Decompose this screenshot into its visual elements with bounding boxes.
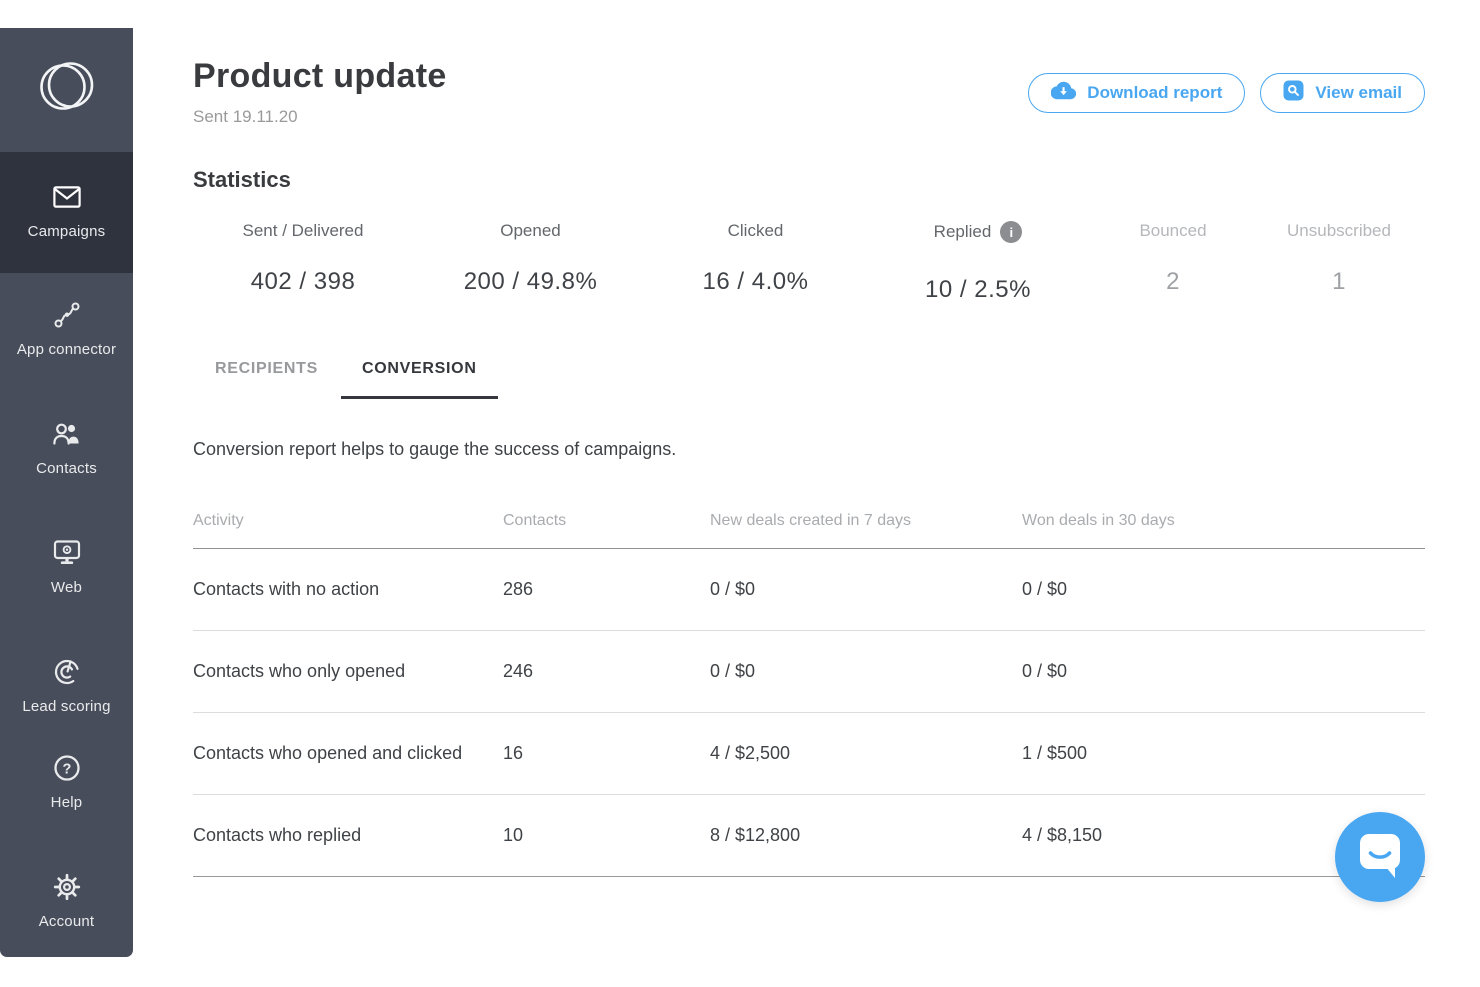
cell-activity: Contacts who replied	[193, 824, 362, 845]
table-header-row: Activity Contacts New deals created in 7…	[193, 506, 1425, 549]
stat-sent-delivered: Sent / Delivered 402 / 398	[193, 221, 413, 304]
sent-date: Sent 19.11.20	[193, 107, 298, 126]
monitor-eye-icon	[53, 539, 81, 566]
column-header-new-deals: New deals created in 7 days	[710, 512, 911, 529]
stat-label: Bounced	[1139, 221, 1207, 240]
cell-won-deals: 4 / $8,150	[1022, 824, 1103, 845]
stat-opened: Opened 200 / 49.8%	[413, 221, 648, 304]
stat-value: 10 / 2.5%	[925, 276, 1031, 303]
stat-value: 2	[1166, 268, 1180, 295]
statistics-row: Sent / Delivered 402 / 398 Opened 200 / …	[193, 221, 1425, 304]
title-block: Product update Sent 19.11.20	[193, 57, 447, 127]
sidebar-item-label: Help	[50, 794, 83, 811]
cell-activity: Contacts who opened and clicked	[193, 742, 463, 763]
stat-value: 1	[1332, 268, 1346, 295]
sidebar-item-campaigns[interactable]: Campaigns	[0, 152, 133, 273]
svg-text:?: ?	[62, 761, 71, 777]
question-circle-icon: ?	[53, 754, 81, 781]
sidebar: Campaigns App connector Contacts	[0, 28, 133, 957]
stat-label: Unsubscribed	[1287, 221, 1391, 240]
stat-value: 200 / 49.8%	[463, 268, 598, 295]
magnifier-square-icon	[1283, 80, 1304, 106]
header-buttons: Download report View email	[1028, 73, 1425, 113]
cell-won-deals: 0 / $0	[1022, 660, 1068, 681]
stat-replied: Replied 10 / 2.5%	[863, 221, 1093, 304]
stat-bounced: Bounced 2	[1093, 221, 1253, 304]
stat-label: Replied	[933, 222, 992, 241]
download-report-button[interactable]: Download report	[1028, 73, 1246, 113]
chat-launcher-button[interactable]	[1335, 812, 1425, 902]
column-header-contacts: Contacts	[503, 512, 567, 529]
page-header: Product update Sent 19.11.20 Download re…	[193, 57, 1425, 127]
sidebar-item-label: App connector	[16, 341, 117, 358]
view-email-label: View email	[1315, 83, 1402, 102]
main-content: Product update Sent 19.11.20 Download re…	[133, 0, 1480, 987]
stat-clicked: Clicked 16 / 4.0%	[648, 221, 863, 304]
gear-icon	[53, 873, 81, 900]
stat-label: Clicked	[727, 221, 784, 240]
column-header-won-deals: Won deals in 30 days	[1022, 512, 1175, 529]
sidebar-item-label: Lead scoring	[22, 698, 111, 715]
column-header-activity: Activity	[193, 512, 244, 529]
table-row: Contacts who opened and clicked 16 4 / $…	[193, 713, 1425, 795]
table-row: Contacts who only opened 246 0 / $0 0 / …	[193, 631, 1425, 713]
cell-contacts: 10	[503, 824, 524, 845]
sidebar-item-contacts[interactable]: Contacts	[0, 420, 133, 477]
sidebar-item-web[interactable]: Web	[0, 539, 133, 596]
sidebar-item-label: Account	[38, 913, 95, 930]
cell-activity: Contacts who only opened	[193, 660, 406, 681]
info-icon[interactable]	[1000, 221, 1023, 243]
table-row: Contacts who replied 10 8 / $12,800 4 / …	[193, 795, 1425, 877]
stat-label: Opened	[500, 221, 561, 240]
download-report-label: Download report	[1087, 83, 1223, 102]
report-tabs: RECIPIENTS CONVERSION	[193, 360, 1425, 399]
cell-contacts: 246	[503, 660, 534, 681]
sidebar-item-label: Web	[50, 579, 83, 596]
table-row: Contacts with no action 286 0 / $0 0 / $…	[193, 549, 1425, 631]
sidebar-item-label: Campaigns	[27, 223, 106, 240]
sidebar-item-app-connector[interactable]: App connector	[0, 301, 133, 358]
gauge-spiral-icon	[53, 658, 81, 685]
page-title: Product update	[193, 57, 447, 95]
stat-value: 16 / 4.0%	[702, 268, 809, 295]
people-icon	[52, 420, 81, 447]
sidebar-item-label: Contacts	[36, 460, 97, 477]
stat-unsubscribed: Unsubscribed 1	[1253, 221, 1425, 304]
stat-label: Sent / Delivered	[242, 221, 364, 240]
cell-new-deals: 0 / $0	[710, 578, 756, 599]
tab-recipients[interactable]: RECIPIENTS	[215, 360, 319, 377]
cell-won-deals: 0 / $0	[1022, 578, 1068, 599]
cell-won-deals: 1 / $500	[1022, 742, 1088, 763]
cell-contacts: 16	[503, 742, 524, 763]
statistics-heading: Statistics	[193, 167, 291, 192]
messenger-icon	[1357, 831, 1403, 884]
view-email-button[interactable]: View email	[1260, 73, 1425, 113]
overlapping-circles-logo-icon	[36, 56, 98, 121]
cell-contacts: 286	[503, 578, 534, 599]
sidebar-item-help[interactable]: ? Help	[0, 754, 133, 811]
sidebar-item-lead-scoring[interactable]: Lead scoring	[0, 658, 133, 715]
cell-activity: Contacts with no action	[193, 578, 380, 599]
envelope-icon	[52, 183, 81, 210]
cloud-download-icon	[1050, 81, 1077, 105]
app-logo[interactable]	[36, 58, 98, 118]
connector-route-icon	[53, 301, 81, 328]
conversion-table: Activity Contacts New deals created in 7…	[193, 506, 1425, 877]
stat-value: 402 / 398	[250, 268, 356, 295]
tab-conversion[interactable]: CONVERSION	[341, 360, 498, 399]
conversion-description: Conversion report helps to gauge the suc…	[193, 439, 677, 459]
cell-new-deals: 8 / $12,800	[710, 824, 801, 845]
sidebar-item-account[interactable]: Account	[0, 873, 133, 930]
cell-new-deals: 0 / $0	[710, 660, 756, 681]
cell-new-deals: 4 / $2,500	[710, 742, 791, 763]
